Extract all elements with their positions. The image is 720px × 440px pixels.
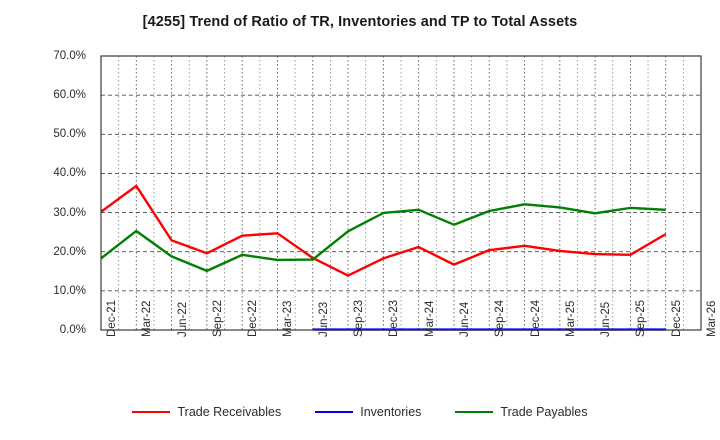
y-axis-tick-label: 50.0%: [53, 128, 86, 141]
y-axis-tick-label: 10.0%: [53, 284, 86, 297]
legend-item[interactable]: Inventories: [315, 405, 421, 419]
x-axis-tick-label: Dec-25: [670, 299, 683, 337]
plot-border: [100, 55, 702, 331]
x-axis-tick-label: Dec-22: [247, 299, 260, 337]
legend-item[interactable]: Trade Receivables: [132, 405, 281, 419]
y-axis-tick-label: 30.0%: [53, 206, 86, 219]
legend-label: Trade Receivables: [177, 405, 282, 419]
legend-item[interactable]: Trade Payables: [455, 405, 588, 419]
x-axis-tick-label: Mar-23: [282, 300, 295, 337]
y-axis-tick-label: 70.0%: [53, 50, 86, 62]
plot-frame: [100, 55, 702, 331]
x-axis-tick-label: Jun-25: [600, 301, 613, 337]
y-axis-tick-labels: 0.0% 10.0% 20.0% 30.0% 40.0% 50.0% 60.0% 70.0%: [28, 0, 86, 440]
x-axis-tick-label: Mar-26: [706, 300, 718, 337]
chart-legend: Trade Receivables Inventories Trade Payabl…: [0, 405, 720, 419]
y-axis-tick-label: 40.0%: [53, 167, 86, 180]
x-axis-tick-label: Sep-24: [494, 299, 507, 337]
x-axis-tick-label: Jun-22: [176, 301, 189, 337]
x-axis-tick-label: Dec-24: [529, 299, 542, 337]
legend-line-swatch-icon: [132, 411, 171, 413]
x-axis-tick-label: Dec-23: [388, 299, 401, 337]
x-axis-tick-label: Jun-23: [317, 301, 330, 337]
x-axis-tick-label: Mar-25: [564, 300, 577, 337]
x-axis-tick-label: Sep-22: [211, 299, 224, 337]
legend-label: Inventories: [360, 405, 422, 419]
x-axis-tick-label: Mar-24: [423, 300, 436, 337]
series-line-trade-receivables: [100, 184, 667, 277]
x-axis-tick-label: Dec-21: [106, 299, 118, 337]
series-line-trade-payables: [100, 203, 666, 273]
y-axis-tick-label: 20.0%: [53, 245, 86, 258]
x-axis-tick-label: Sep-25: [635, 299, 648, 337]
chart-title: [4255] Trend of Ratio of TR, Inventories…: [142, 14, 578, 30]
x-axis-tick-label: Jun-24: [458, 301, 471, 337]
x-axis-tick-label: Mar-22: [141, 300, 154, 337]
legend-line-swatch-icon: [315, 411, 354, 413]
y-axis-tick-label: 60.0%: [53, 89, 86, 102]
legend-label: Trade Payables: [500, 405, 588, 419]
legend-line-swatch-icon: [455, 411, 494, 413]
x-axis-tick-label: Sep-23: [353, 299, 366, 337]
y-axis-tick-label: 0.0%: [59, 324, 86, 336]
